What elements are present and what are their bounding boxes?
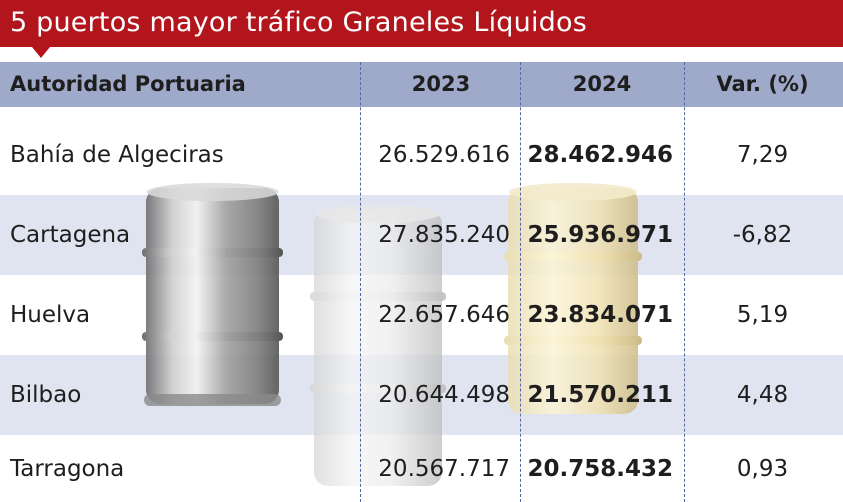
port-name: Bahía de Algeciras	[10, 142, 224, 168]
title-pointer	[32, 47, 50, 58]
gold-barrel-icon	[504, 183, 642, 414]
header-2023: 2023	[411, 72, 471, 96]
header-2024: 2024	[572, 72, 632, 96]
column-divider	[520, 62, 521, 502]
table-row: Bahía de Algeciras 26.529.616 28.462.946…	[0, 115, 843, 195]
value-2024: 20.758.432	[527, 455, 673, 482]
value-variation: 7,29	[736, 142, 789, 168]
page-title: 5 puertos mayor tráfico Graneles Líquido…	[10, 7, 587, 38]
value-2024: 28.462.946	[527, 142, 673, 168]
value-variation: 4,48	[736, 382, 789, 408]
steel-barrel-icon	[142, 183, 283, 406]
value-2023: 20.644.498	[378, 382, 510, 408]
port-name: Huelva	[10, 302, 91, 328]
port-name: Cartagena	[10, 222, 131, 248]
table-row: Bilbao 20.644.498 21.570.211 4,48	[0, 355, 843, 435]
title-bar: 5 puertos mayor tráfico Graneles Líquido…	[0, 0, 843, 47]
column-divider	[360, 62, 361, 502]
value-2023: 27.835.240	[378, 222, 510, 248]
value-variation: -6,82	[732, 222, 793, 248]
white-barrel-icon	[310, 205, 446, 486]
value-variation: 5,19	[736, 302, 789, 328]
table-row: Huelva 22.657.646 23.834.071 5,19	[0, 275, 843, 355]
value-2023: 26.529.616	[378, 142, 510, 168]
header-autoridad-portuaria: Autoridad Portuaria	[10, 72, 246, 96]
value-2024: 25.936.971	[527, 222, 673, 248]
column-divider	[684, 62, 685, 502]
table-row: Cartagena 27.835.240 25.936.971 -6,82	[0, 195, 843, 275]
value-2024: 23.834.071	[527, 302, 673, 328]
value-2024: 21.570.211	[527, 382, 673, 408]
value-2023: 22.657.646	[378, 302, 510, 328]
port-name: Bilbao	[10, 382, 82, 408]
port-name: Tarragona	[10, 455, 125, 482]
value-2023: 20.567.717	[378, 455, 510, 482]
table-row: Tarragona 20.567.717 20.758.432 0,93	[0, 435, 843, 502]
header-variation: Var. (%)	[716, 72, 809, 96]
value-variation: 0,93	[736, 455, 789, 482]
table-header: Autoridad Portuaria 2023 2024 Var. (%)	[0, 62, 843, 107]
